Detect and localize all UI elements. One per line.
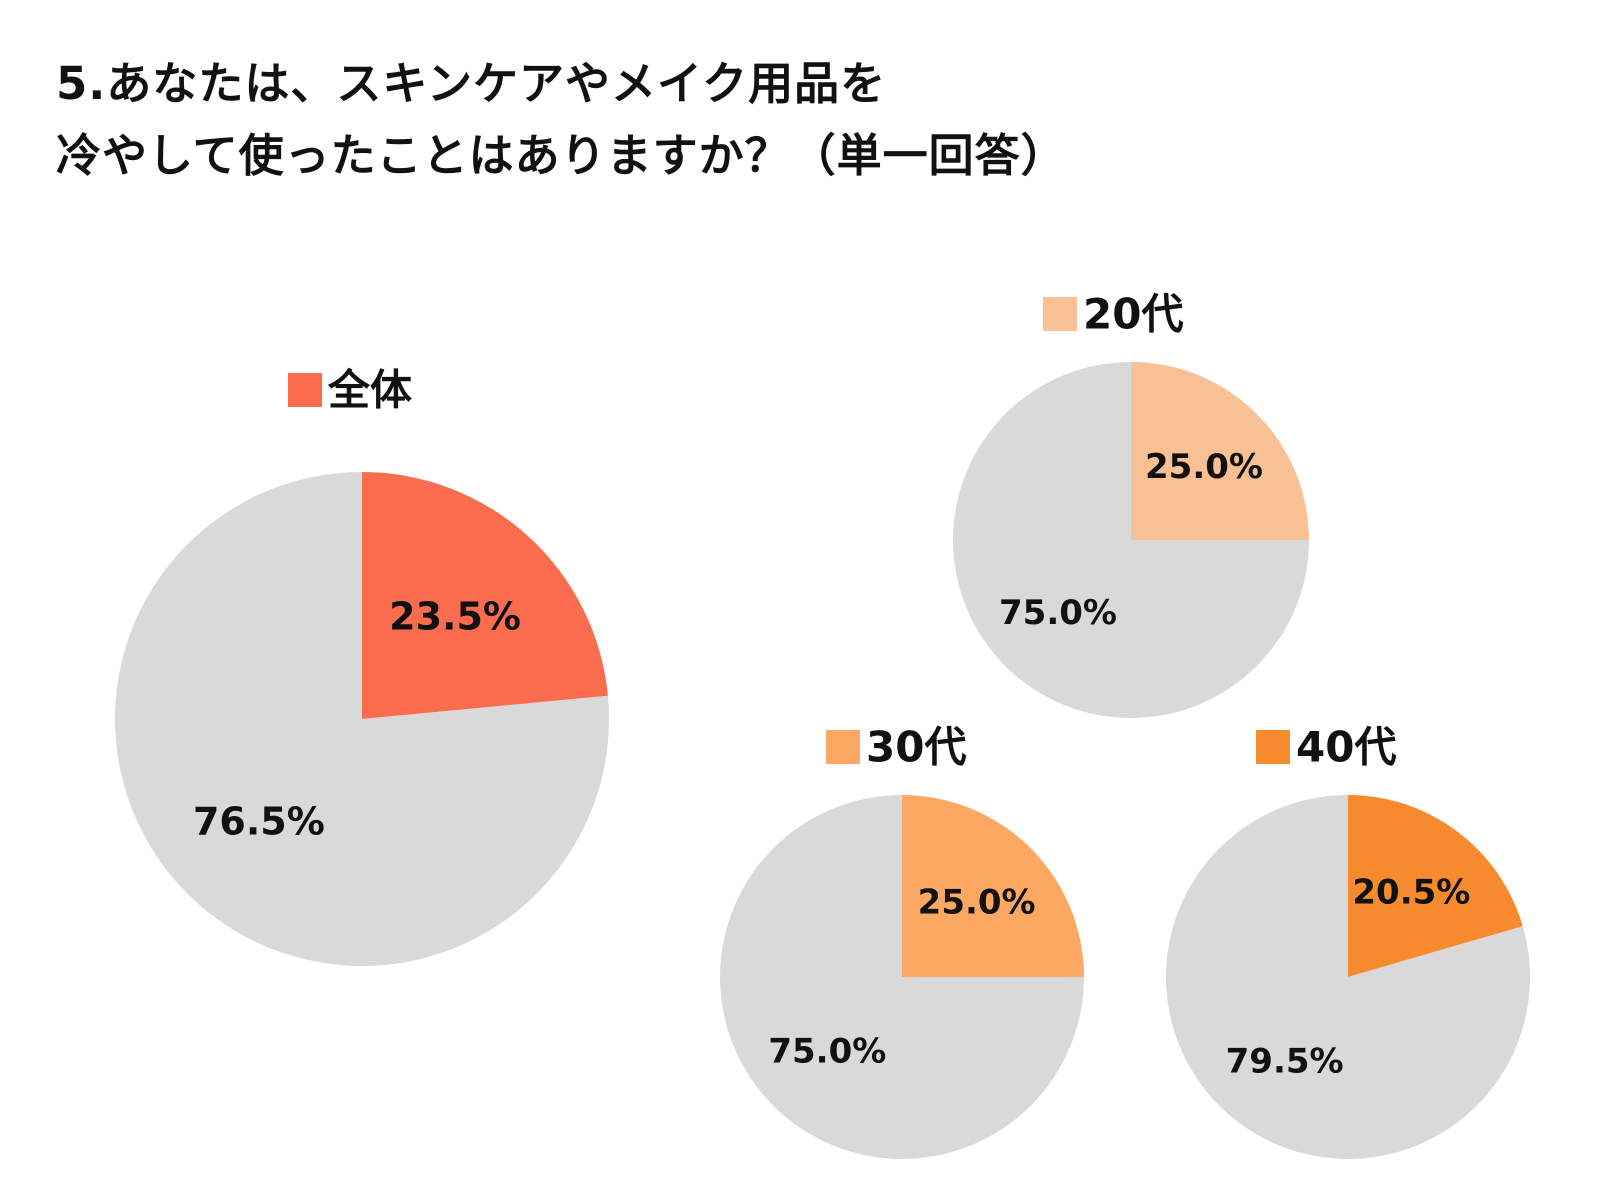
- pie-slice-1: [902, 795, 1084, 977]
- legend-label: 30代: [866, 723, 966, 772]
- title-line-1: 5.あなたは、スキンケアやメイク用品を: [56, 57, 887, 110]
- legend-label: 40代: [1296, 723, 1396, 772]
- legend-swatch: [1043, 297, 1077, 331]
- pie-slice-1: [1348, 795, 1523, 977]
- pie-slice-1: [1131, 362, 1309, 540]
- legend-label: 全体: [327, 366, 412, 415]
- pie-slice-2: [720, 795, 1084, 1159]
- chart-title: 5.あなたは、スキンケアやメイク用品を 冷やして使ったことはありますか？（単一回…: [56, 48, 1067, 192]
- data-label: 25.0%: [918, 882, 1036, 922]
- legend-swatch: [826, 730, 860, 764]
- data-label: 25.0%: [1145, 447, 1263, 487]
- pie-slice-2: [114, 471, 609, 966]
- pie-chart-3: 25.0% 75.0% 30代: [720, 723, 1084, 1159]
- data-label: 75.0%: [999, 593, 1117, 633]
- data-label: 76.5%: [193, 799, 325, 843]
- title-line-2: 冷やして使ったことはありますか？（単一回答）: [56, 129, 1067, 182]
- legend-swatch: [1256, 730, 1290, 764]
- data-label: 23.5%: [389, 595, 521, 639]
- pie-slice-1: [362, 472, 608, 719]
- pie-slice-2: [953, 362, 1309, 718]
- pie-chart-2: 25.0% 75.0% 20代: [953, 290, 1309, 718]
- pie-chart-4: 20.5% 79.5% 40代: [1166, 723, 1530, 1160]
- pie-chart-1: 23.5% 76.5% 全体: [114, 366, 609, 966]
- legend-label: 20代: [1083, 290, 1183, 339]
- legend-swatch: [288, 373, 322, 407]
- data-label: 20.5%: [1352, 873, 1470, 913]
- data-label: 75.0%: [768, 1032, 886, 1072]
- data-label: 79.5%: [1226, 1041, 1344, 1081]
- pie-slice-2: [1166, 795, 1530, 1160]
